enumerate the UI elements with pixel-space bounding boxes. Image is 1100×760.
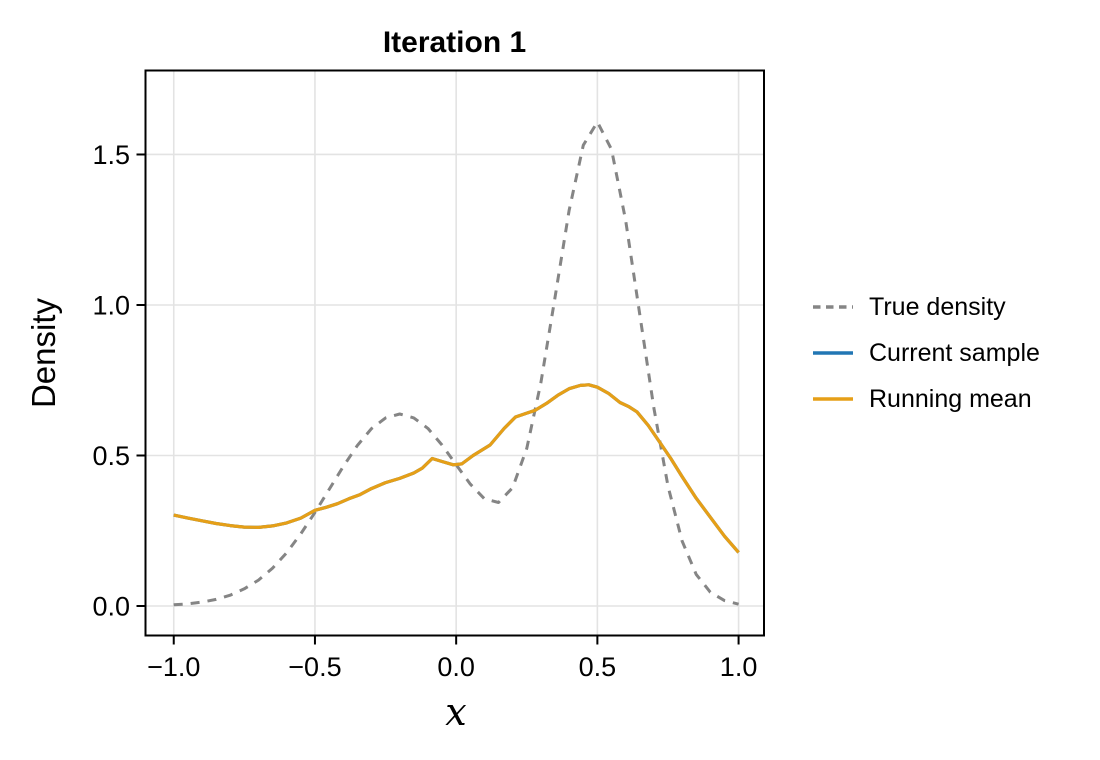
plot-frame (144, 69, 765, 637)
x-tick-label: 1.0 (720, 652, 758, 682)
x-tick-label: −1.0 (147, 652, 200, 682)
y-tick-label: 1.0 (92, 290, 130, 320)
legend-label-current-sample: Current sample (869, 338, 1040, 367)
legend-item-true-density: True density (812, 284, 1040, 330)
y-tick-label: 0.5 (92, 441, 130, 471)
y-tick-label: 0.0 (92, 592, 130, 622)
legend-item-running-mean: Running mean (812, 376, 1040, 422)
legend-label-true-density: True density (869, 292, 1006, 321)
x-tick-label: 0.0 (437, 652, 475, 682)
y-tick-label: 1.5 (92, 140, 130, 170)
series-path-true-density (173, 120, 739, 607)
series-path-running-mean (173, 383, 740, 554)
legend: True density Current sample Running mean (812, 284, 1040, 422)
x-tick-label: −0.5 (288, 652, 341, 682)
chart-title: Iteration 1 (382, 26, 527, 59)
legend-label-running-mean: Running mean (869, 384, 1032, 413)
legend-item-current-sample: Current sample (812, 330, 1040, 376)
legend-line-running-mean-icon (813, 397, 853, 401)
legend-line-current-sample-icon (813, 351, 853, 355)
x-axis-label: x (445, 690, 467, 734)
legend-line-true-density-icon (813, 305, 853, 309)
x-tick-label: 0.5 (579, 652, 617, 682)
